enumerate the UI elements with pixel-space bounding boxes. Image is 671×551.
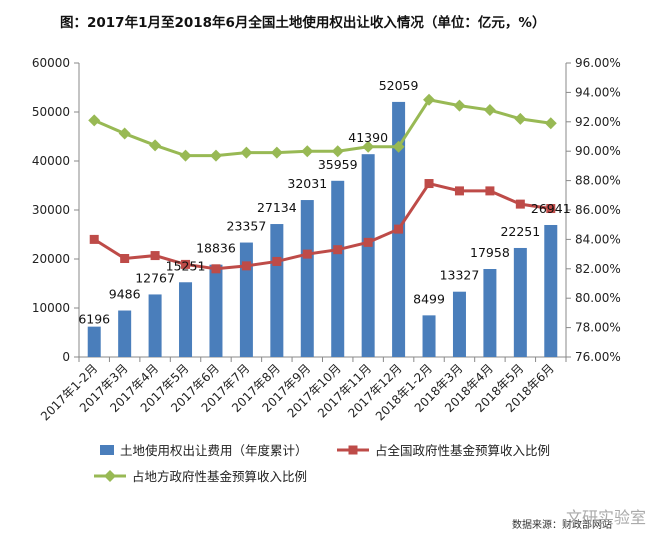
line-point [240,146,253,159]
bar-data-label: 52059 [379,78,419,93]
line-point [362,140,375,153]
bar-data-label: 15251 [166,258,206,273]
bar [331,180,345,357]
bar-data-label: 6196 [78,312,110,327]
line-point [423,93,436,106]
right-tick-label: 80.00% [575,291,621,305]
line-point [331,145,344,158]
bar-data-label: 18836 [196,241,236,256]
bar [239,242,253,357]
series-line-2 [93,98,551,158]
bar [544,224,558,357]
bar [148,294,162,357]
right-tick-label: 84.00% [575,232,621,246]
bar [452,291,466,357]
line-point [179,149,192,162]
legend-marker [104,470,116,482]
bar [209,264,223,357]
line-point [394,224,404,234]
left-tick-label: 30000 [32,203,70,217]
legend-label: 占地方政府性基金预算收入比例 [132,469,307,484]
right-tick-label: 94.00% [575,85,621,99]
line-point [241,261,251,271]
bar-data-label: 27134 [257,200,297,215]
bar-data-label: 17958 [470,245,510,260]
bar-data-label: 41390 [348,130,388,145]
line-point [485,186,495,196]
line-point [301,145,314,158]
right-tick-label: 82.00% [575,262,621,276]
bar [179,282,193,357]
line-point [333,245,343,255]
line-point [424,179,434,189]
line-point [454,186,464,196]
left-tick-label: 0 [62,350,70,364]
line-point [363,237,373,247]
watermark-text: 文研实验室 [566,508,646,527]
bar [270,224,284,357]
right-tick-label: 96.00% [575,56,621,70]
right-tick-label: 78.00% [575,321,621,335]
right-tick-label: 92.00% [575,115,621,129]
line-point [302,249,312,259]
bar-data-label: 22251 [500,224,540,239]
bar [513,247,527,357]
line-point [515,199,525,209]
line-point [120,254,130,264]
line-point [149,139,162,152]
right-tick-label: 90.00% [575,144,621,158]
legend-label: 土地使用权出让费用（年度累计） [120,443,308,458]
line-point [483,104,496,117]
bar [361,154,375,357]
line-point [270,146,283,159]
bar-data-label: 23357 [227,219,267,234]
legend-swatch-bar [100,445,114,455]
line-point [546,204,556,214]
left-tick-label: 40000 [32,154,70,168]
left-tick-label: 60000 [32,56,70,70]
line-point [453,99,466,112]
bar [483,269,497,357]
bar-data-label: 12767 [135,270,175,285]
legend-marker [348,445,358,455]
bar [87,326,101,357]
bar [118,310,132,357]
line-point [544,117,557,130]
bar-data-label: 32031 [287,176,327,191]
right-tick-label: 86.00% [575,203,621,217]
bar-data-label: 13327 [440,268,480,283]
line-point [150,251,160,261]
line-point [392,140,405,153]
legend-label: 占全国政府性基金预算收入比例 [375,443,550,458]
line-point [209,149,222,162]
line-point [89,234,99,244]
source-note: 数据来源：财政部网站 [512,518,612,531]
bar-data-label: 8499 [413,291,445,306]
right-tick-label: 88.00% [575,174,621,188]
legend: 土地使用权出让费用（年度累计） 占全国政府性基金预算收入比例占地方政府性基金预算收… [94,443,550,484]
line-point [211,264,221,274]
line-point [181,259,191,269]
series-line-1 [93,181,551,271]
line-point [118,127,131,140]
bar-data-label: 26941 [531,201,571,216]
line-point [514,112,527,125]
right-tick-label: 76.00% [575,350,621,364]
left-tick-label: 10000 [32,301,70,315]
bar [300,200,314,357]
line-point [272,256,282,266]
chart-title: 图：2017年1月至2018年6月全国土地使用权出让收入情况（单位：亿元，%） [60,14,545,31]
left-tick-label: 50000 [32,105,70,119]
bar-data-label: 9486 [109,287,141,302]
bar-data-label: 35959 [318,157,358,172]
left-tick-label: 20000 [32,252,70,266]
bar [422,315,436,357]
line-point [88,114,101,127]
